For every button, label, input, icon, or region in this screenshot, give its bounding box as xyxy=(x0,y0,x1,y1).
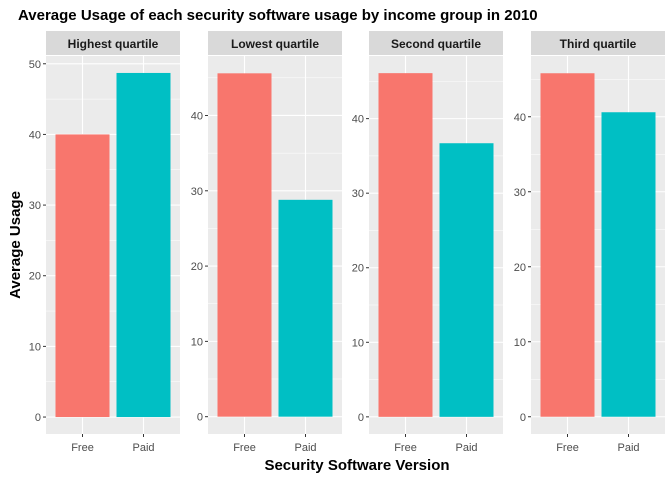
bar-lowest-quartile-free xyxy=(217,73,272,417)
x-tick-label-paid: Paid xyxy=(294,442,316,454)
y-tick-label: 50 xyxy=(29,59,41,71)
y-axis-title: Average Usage xyxy=(7,191,24,299)
y-tick-label: 40 xyxy=(352,114,364,126)
facet-second-quartile: Second quartile 0 10 20 30 40 Free Paid xyxy=(352,31,503,454)
chart-title: Average Usage of each security software … xyxy=(18,7,538,24)
y-tick-label: 20 xyxy=(29,271,41,283)
facet-third-quartile: Third quartile 0 10 20 30 40 Free Paid xyxy=(514,31,665,454)
facet-lowest-quartile: Lowest quartile 0 10 20 30 40 Free Paid xyxy=(191,31,342,454)
facet-strip-label-second-quartile: Second quartile xyxy=(391,37,481,51)
y-tick-label: 20 xyxy=(191,261,203,273)
y-tick-label: 20 xyxy=(514,262,526,274)
bar-second-quartile-free xyxy=(378,73,433,417)
facet-strip-lowest-quartile xyxy=(208,31,342,55)
y-tick-label: 0 xyxy=(520,412,526,424)
x-tick-label-paid: Paid xyxy=(617,442,639,454)
y-tick-label: 40 xyxy=(29,129,41,141)
y-tick-label: 20 xyxy=(352,263,364,275)
facet-strip-label-highest-quartile: Highest quartile xyxy=(68,37,159,51)
facet-strip-third-quartile xyxy=(531,31,665,55)
y-tick-label: 30 xyxy=(29,200,41,212)
bar-highest-quartile-paid xyxy=(116,72,171,418)
y-tick-label: 0 xyxy=(35,412,41,424)
bar-highest-quartile-free xyxy=(55,134,110,418)
y-tick-label: 30 xyxy=(514,187,526,199)
facet-highest-quartile: Highest quartile 0 10 20 30 40 50 Free Paid xyxy=(29,31,180,454)
y-tick-label: 10 xyxy=(352,337,364,349)
x-tick-label-free: Free xyxy=(71,442,94,454)
y-tick-label: 10 xyxy=(191,336,203,348)
y-tick-label: 40 xyxy=(191,110,203,122)
y-tick-label: 10 xyxy=(29,341,41,353)
x-tick-label-paid: Paid xyxy=(455,442,477,454)
y-tick-label: 0 xyxy=(358,412,364,424)
y-tick-label: 30 xyxy=(191,186,203,198)
x-tick-label-paid: Paid xyxy=(132,442,154,454)
bar-second-quartile-paid xyxy=(439,143,494,417)
x-axis-title: Security Software Version xyxy=(264,457,449,474)
x-tick-label-free: Free xyxy=(233,442,256,454)
y-tick-label: 10 xyxy=(514,337,526,349)
x-tick-label-free: Free xyxy=(394,442,417,454)
facet-strip-second-quartile xyxy=(369,31,503,55)
bar-third-quartile-paid xyxy=(601,112,656,417)
x-tick-label-free: Free xyxy=(556,442,579,454)
bar-lowest-quartile-paid xyxy=(278,199,333,417)
y-tick-label: 40 xyxy=(514,112,526,124)
facet-strip-label-lowest-quartile: Lowest quartile xyxy=(231,37,319,51)
bar-third-quartile-free xyxy=(540,73,595,417)
facet-strip-highest-quartile xyxy=(46,31,180,55)
facet-strip-label-third-quartile: Third quartile xyxy=(560,37,637,51)
y-tick-label: 30 xyxy=(352,188,364,200)
y-tick-label: 0 xyxy=(197,412,203,424)
